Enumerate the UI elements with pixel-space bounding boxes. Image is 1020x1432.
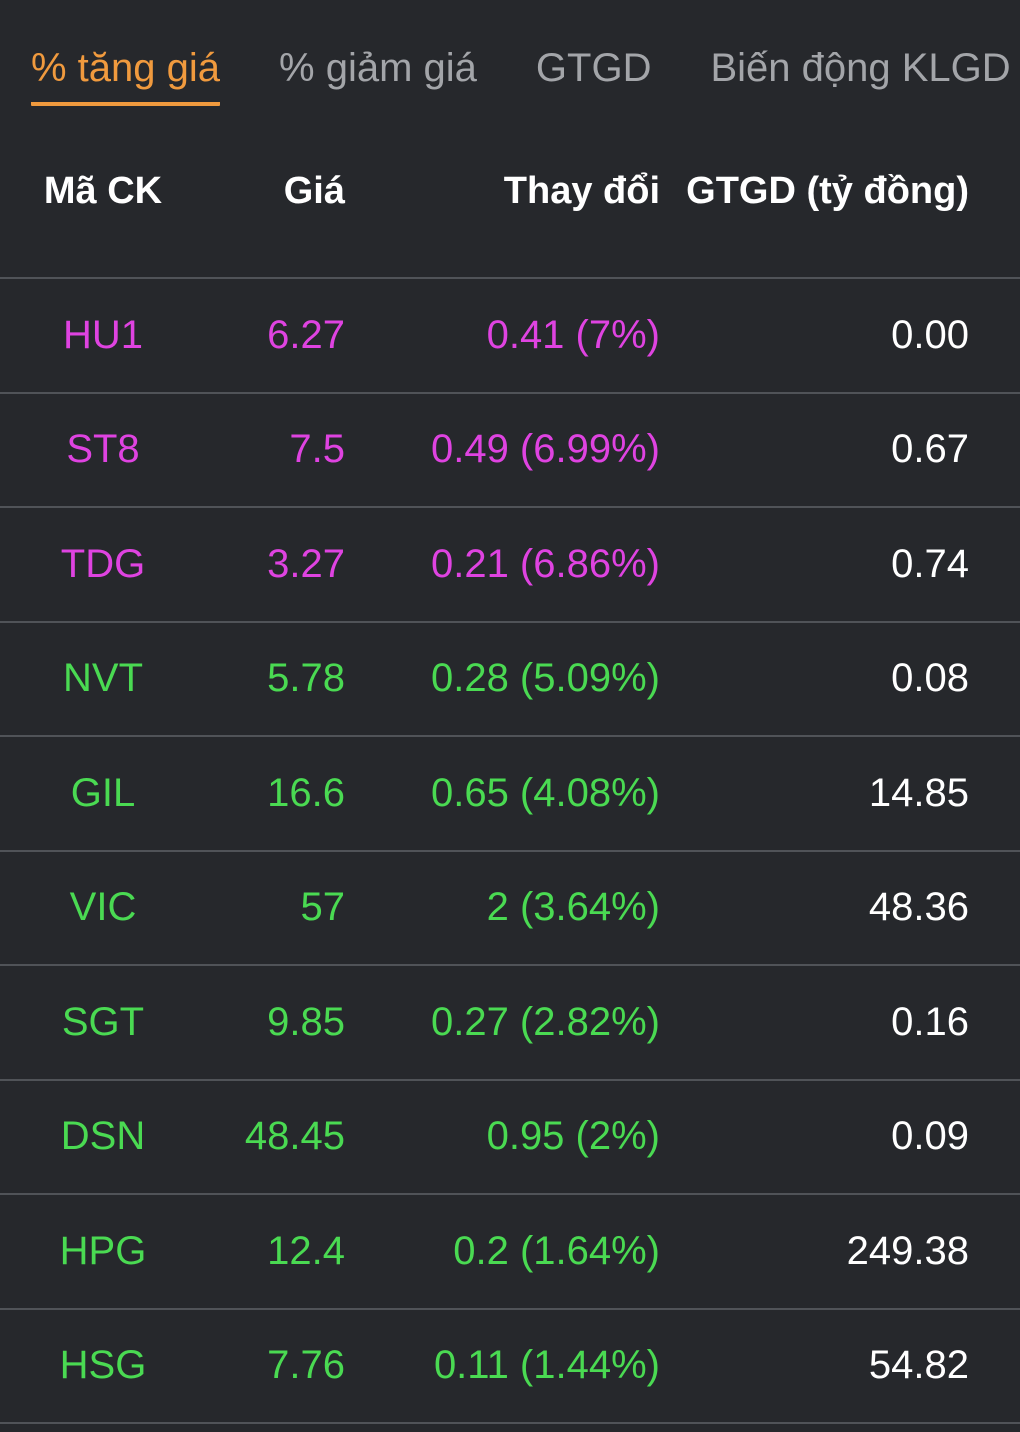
tab-gtgd[interactable]: GTGD: [535, 46, 652, 90]
stock-price: 48.45: [244, 1114, 345, 1159]
stock-price: 57: [300, 885, 346, 930]
stock-gtgd: 0.00: [891, 312, 969, 357]
stock-gtgd: 0.67: [891, 427, 969, 472]
table-header-row: Mã CK Giá Thay đổi GTGD (tỷ đồng): [0, 106, 1020, 279]
stock-gtgd: 0.08: [891, 656, 969, 701]
stock-price: 9.85: [267, 999, 345, 1044]
table-row[interactable]: ST8 7.5 0.49 (6.99%) 0.67: [0, 394, 1020, 508]
stock-change: 0.49 (6.99%): [430, 427, 660, 472]
stock-price: 3.27: [267, 541, 345, 586]
stock-change: 0.41 (7%): [486, 312, 660, 357]
stock-symbol: TDG: [60, 541, 146, 586]
table-row[interactable]: HSG 7.76 0.11 (1.44%) 54.82: [0, 1310, 1020, 1424]
table-row[interactable]: DSN 48.45 0.95 (2%) 0.09: [0, 1081, 1020, 1195]
stock-gtgd: 54.82: [868, 1343, 969, 1388]
header-price: Giá: [283, 170, 345, 212]
stock-symbol: VIC: [69, 885, 137, 930]
stock-change: 2 (3.64%): [486, 885, 660, 930]
stock-symbol: NVT: [63, 656, 143, 701]
stock-symbol: HPG: [59, 1228, 147, 1273]
header-change: Thay đổi: [503, 170, 660, 212]
header-symbol: Mã CK: [43, 170, 163, 212]
tab-percent-gainers[interactable]: % tăng giá: [31, 45, 221, 106]
header-gtgd: GTGD (tỷ đồng): [686, 170, 969, 212]
stock-price: 5.78: [267, 656, 345, 701]
stock-change: 0.95 (2%): [486, 1114, 660, 1159]
stock-gtgd: 0.16: [891, 999, 969, 1044]
stock-symbol: HSG: [59, 1343, 147, 1388]
stock-price: 6.27: [267, 312, 345, 357]
table-row[interactable]: HPG 12.4 0.2 (1.64%) 249.38: [0, 1195, 1020, 1310]
stock-symbol: DSN: [60, 1114, 146, 1159]
stock-symbol: GIL: [70, 770, 136, 815]
stock-gtgd: 249.38: [846, 1228, 969, 1273]
table-body: HU1 6.27 0.41 (7%) 0.00 ST8 7.5 0.49 (6.…: [0, 279, 1020, 1424]
stock-price: 7.76: [267, 1343, 345, 1388]
table-row[interactable]: GIL 16.6 0.65 (4.08%) 14.85: [0, 737, 1020, 852]
stock-change: 0.11 (1.44%): [433, 1343, 660, 1388]
table-row[interactable]: VIC 57 2 (3.64%) 48.36: [0, 852, 1020, 966]
stock-change: 0.27 (2.82%): [430, 999, 660, 1044]
tab-percent-losers[interactable]: % giảm giá: [279, 46, 477, 90]
stock-gtgd: 0.74: [891, 541, 969, 586]
stock-gtgd: 0.09: [891, 1114, 969, 1159]
stock-symbol: SGT: [61, 999, 145, 1044]
stock-symbol: HU1: [62, 312, 144, 357]
stock-change: 0.2 (1.64%): [453, 1228, 660, 1273]
table-row[interactable]: NVT 5.78 0.28 (5.09%) 0.08: [0, 623, 1020, 737]
tab-klgd-volatility[interactable]: Biến động KLGD: [710, 46, 1011, 90]
stock-change: 0.28 (5.09%): [430, 656, 660, 701]
stock-price: 7.5: [289, 427, 345, 472]
table-row[interactable]: HU1 6.27 0.41 (7%) 0.00: [0, 279, 1020, 394]
stock-price: 12.4: [267, 1228, 345, 1273]
table-row[interactable]: SGT 9.85 0.27 (2.82%) 0.16: [0, 966, 1020, 1081]
stock-price: 16.6: [267, 770, 345, 815]
stock-change: 0.21 (6.86%): [430, 541, 660, 586]
tab-bar: % tăng giá % giảm giá GTGD Biến động KLGD: [0, 0, 1020, 106]
stock-gtgd: 48.36: [868, 885, 969, 930]
stock-gtgd: 14.85: [868, 770, 969, 815]
table-row[interactable]: TDG 3.27 0.21 (6.86%) 0.74: [0, 508, 1020, 623]
stock-symbol: ST8: [66, 427, 140, 472]
stock-change: 0.65 (4.08%): [430, 770, 660, 815]
